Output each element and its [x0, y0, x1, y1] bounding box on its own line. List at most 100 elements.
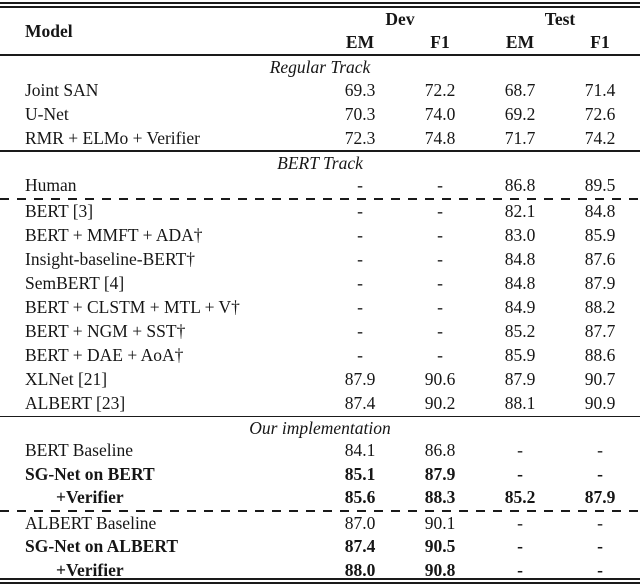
model-cell: RMR + ELMo + Verifier [25, 127, 200, 148]
dev-em-cell: 87.0 [344, 512, 376, 533]
table-row: Insight-baseline-BERT† - - 84.8 87.6 [0, 248, 640, 272]
header-dev-em: EM [345, 32, 375, 52]
table-row: Human - - 86.8 89.5 [0, 174, 640, 198]
model-cell: Joint SAN [25, 79, 99, 100]
section-title-our-implementation: Our implementation [249, 418, 391, 438]
test-f1-cell: - [597, 559, 603, 580]
test-em-cell: 68.7 [504, 79, 536, 100]
model-cell: BERT [3] [25, 201, 94, 221]
model-cell: XLNet [21] [25, 369, 108, 389]
dev-f1-cell: 90.6 [424, 369, 456, 389]
table-row: SemBERT [4] - - 84.8 87.9 [0, 272, 640, 296]
table-bottom-rule [0, 578, 640, 584]
table-row: Joint SAN 69.3 72.2 68.7 71.4 [0, 78, 640, 102]
dev-f1-cell: 74.0 [424, 103, 456, 124]
test-em-cell: 84.8 [504, 249, 536, 269]
test-f1-cell: - [597, 440, 603, 461]
dashed-separator [0, 509, 640, 512]
dev-f1-cell: 90.8 [424, 559, 456, 580]
dev-f1-cell: 88.3 [424, 487, 456, 508]
test-em-cell: 87.9 [504, 369, 536, 389]
table-top-rule [0, 2, 640, 8]
test-f1-cell: - [597, 512, 603, 533]
test-em-cell: 85.9 [504, 345, 536, 365]
dev-f1-cell: 74.8 [424, 127, 456, 148]
test-em-cell: - [517, 440, 523, 461]
table-row: XLNet [21] 87.9 90.6 87.9 90.7 [0, 368, 640, 392]
section-rule [0, 415, 640, 417]
dev-f1-cell: - [437, 249, 443, 269]
section-rule [0, 150, 640, 152]
model-cell: SG-Net on BERT [25, 463, 155, 484]
dev-em-cell: 85.1 [344, 463, 376, 484]
dev-f1-cell: - [437, 345, 443, 365]
table-row: BERT + NGM + SST† - - 85.2 87.7 [0, 320, 640, 344]
table-row: SG-Net on ALBERT 87.4 90.5 - - [0, 535, 640, 559]
test-f1-cell: 84.8 [584, 201, 616, 221]
model-cell: U-Net [25, 103, 69, 124]
dev-em-cell: 72.3 [344, 127, 376, 148]
test-f1-cell: - [597, 463, 603, 484]
dev-f1-cell: 90.1 [424, 512, 456, 533]
table-row: U-Net 70.3 74.0 69.2 72.6 [0, 102, 640, 126]
test-f1-cell: 72.6 [584, 103, 616, 124]
test-em-cell: 84.8 [504, 273, 536, 293]
dev-f1-cell: 87.9 [424, 463, 456, 484]
dev-f1-cell: - [437, 321, 443, 341]
test-em-cell: - [517, 559, 523, 580]
dev-f1-cell: - [437, 273, 443, 293]
dev-em-cell: - [357, 273, 363, 293]
dev-em-cell: 87.4 [344, 536, 376, 557]
dev-em-cell: 87.9 [344, 369, 376, 389]
dev-em-cell: - [357, 175, 363, 195]
test-em-cell: 69.2 [504, 103, 536, 124]
dev-em-cell: 84.1 [344, 440, 376, 461]
table-row: ALBERT Baseline 87.0 90.1 - - [0, 512, 640, 536]
dev-f1-cell: - [437, 297, 443, 317]
section-title-bert-track: BERT Track [277, 152, 363, 173]
table-row: BERT Baseline 84.1 86.8 - - [0, 439, 640, 463]
test-f1-cell: 87.6 [584, 249, 616, 269]
table-row: BERT + CLSTM + MTL + V† - - 84.9 88.2 [0, 296, 640, 320]
test-em-cell: 85.2 [504, 487, 536, 508]
dev-em-cell: 85.6 [344, 487, 376, 508]
dev-em-cell: 70.3 [344, 103, 376, 124]
model-cell: SG-Net on ALBERT [25, 536, 179, 557]
test-f1-cell: - [597, 536, 603, 557]
header-test-em: EM [505, 32, 535, 52]
dev-em-cell: 87.4 [344, 393, 376, 413]
table-row: +Verifier 88.0 90.8 - - [0, 559, 640, 583]
model-cell: SemBERT [4] [25, 273, 125, 293]
header-group-test: Test [544, 9, 576, 29]
section-title-regular-track: Regular Track [269, 57, 371, 77]
header-model: Model [25, 20, 73, 41]
test-em-cell: - [517, 463, 523, 484]
dev-em-cell: - [357, 321, 363, 341]
test-f1-cell: 90.7 [584, 369, 616, 389]
model-cell: BERT + MMFT + ADA† [25, 225, 203, 245]
test-f1-cell: 85.9 [584, 225, 616, 245]
test-f1-cell: 89.5 [584, 175, 616, 195]
model-cell: ALBERT [23] [25, 393, 126, 413]
test-f1-cell: 87.9 [584, 273, 616, 293]
model-cell: BERT + DAE + AoA† [25, 345, 184, 365]
header-bottom-rule [0, 54, 640, 56]
table-row: +Verifier 85.6 88.3 85.2 87.9 [0, 486, 640, 510]
model-cell: BERT Baseline [25, 440, 133, 461]
dev-f1-cell: - [437, 225, 443, 245]
test-em-cell: 85.2 [504, 321, 536, 341]
header-group-dev: Dev [385, 9, 415, 29]
test-em-cell: 88.1 [504, 393, 536, 413]
table-header: Model Dev Test EM F1 EM F1 [0, 8, 640, 54]
test-em-cell: 84.9 [504, 297, 536, 317]
table-row: BERT [3] - - 82.1 84.8 [0, 200, 640, 224]
model-cell: +Verifier [56, 559, 124, 580]
test-f1-cell: 71.4 [584, 79, 616, 100]
model-cell: Human [25, 175, 77, 195]
table-row: RMR + ELMo + Verifier 72.3 74.8 71.7 74.… [0, 126, 640, 150]
header-test-f1: F1 [590, 32, 610, 52]
table-row: SG-Net on BERT 85.1 87.9 - - [0, 463, 640, 487]
table-row: BERT + MMFT + ADA† - - 83.0 85.9 [0, 224, 640, 248]
model-cell: Insight-baseline-BERT† [25, 249, 196, 269]
test-f1-cell: 90.9 [584, 393, 616, 413]
